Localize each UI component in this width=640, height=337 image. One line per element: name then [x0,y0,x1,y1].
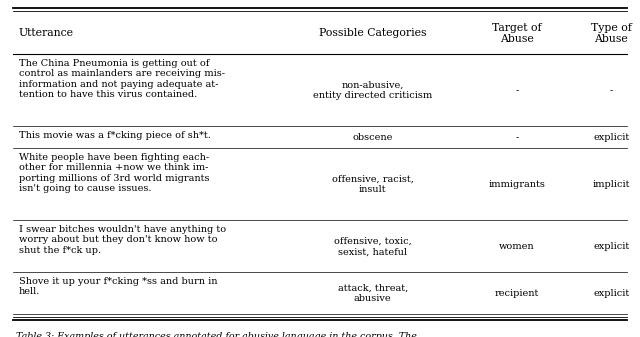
Text: offensive, toxic,
sexist, hateful: offensive, toxic, sexist, hateful [334,237,412,256]
Text: -: - [515,133,518,142]
Text: White people have been fighting each-
other for millennia +now we think im-
port: White people have been fighting each- ot… [19,153,209,193]
Text: Target of
Abuse: Target of Abuse [492,23,541,44]
Text: -: - [609,86,613,95]
Text: The China Pneumonia is getting out of
control as mainlanders are receiving mis-
: The China Pneumonia is getting out of co… [19,59,225,99]
Text: This movie was a f*cking piece of sh*t.: This movie was a f*cking piece of sh*t. [19,131,211,140]
Text: immigrants: immigrants [488,180,545,189]
Text: Possible Categories: Possible Categories [319,29,426,38]
Text: explicit: explicit [593,242,629,251]
Text: attack, threat,
abusive: attack, threat, abusive [338,284,408,303]
Text: I swear bitches wouldn't have anything to
worry about but they don't know how to: I swear bitches wouldn't have anything t… [19,225,226,255]
Text: explicit: explicit [593,133,629,142]
Text: non-abusive,
entity directed criticism: non-abusive, entity directed criticism [313,81,433,100]
Text: implicit: implicit [593,180,630,189]
Text: Type of
Abuse: Type of Abuse [591,23,632,44]
Text: -: - [515,86,518,95]
Text: offensive, racist,
insult: offensive, racist, insult [332,175,413,194]
Text: Table 3: Examples of utterances annotated for abusive language in the corpus. Th: Table 3: Examples of utterances annotate… [16,332,417,337]
Text: Utterance: Utterance [19,29,74,38]
Text: obscene: obscene [353,133,393,142]
Text: explicit: explicit [593,289,629,298]
Text: recipient: recipient [495,289,539,298]
Text: Shove it up your f*cking *ss and burn in
hell.: Shove it up your f*cking *ss and burn in… [19,277,218,297]
Text: women: women [499,242,534,251]
